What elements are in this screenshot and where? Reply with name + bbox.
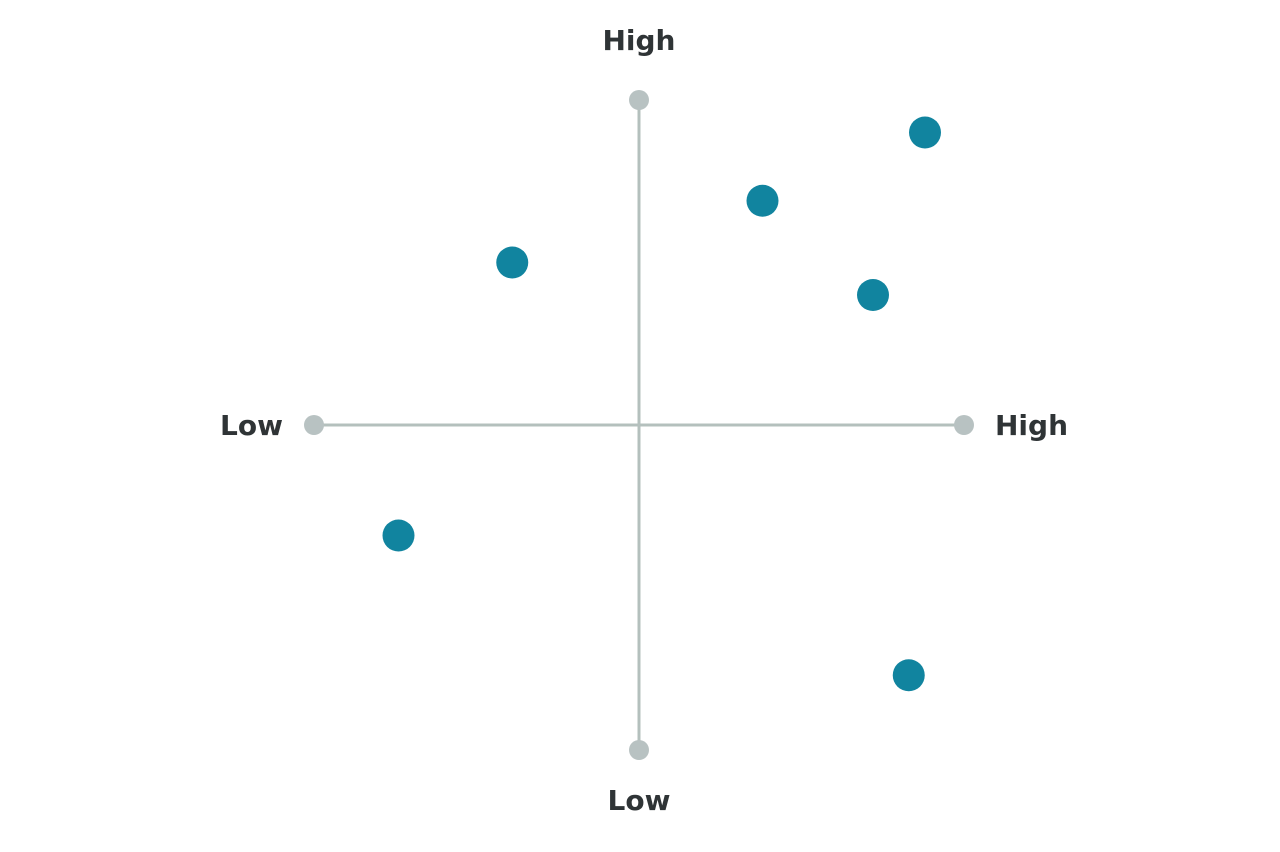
x-tick-label: High (995, 409, 1068, 442)
point (857, 279, 889, 311)
y-tick-dot (629, 90, 649, 110)
x-tick-dot (954, 415, 974, 435)
y-tick-label: Low (608, 784, 671, 817)
point (382, 519, 415, 552)
x-tick-label: Low (220, 409, 283, 442)
point (892, 659, 925, 692)
point (909, 116, 941, 149)
point (746, 184, 779, 217)
x-tick-dot (304, 415, 324, 435)
y-tick-dot (629, 740, 649, 760)
point (496, 246, 529, 279)
y-tick-label: High (602, 24, 675, 57)
